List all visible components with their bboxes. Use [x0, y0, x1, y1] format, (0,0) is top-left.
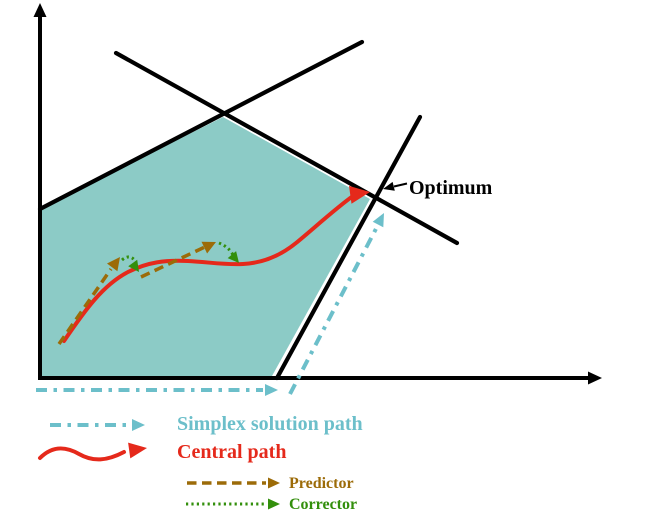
corrector-step-2 — [218, 241, 235, 256]
legend-corrector-label: Corrector — [289, 496, 357, 513]
simplex-path-arrowhead-1 — [265, 384, 278, 396]
simplex-path-diagonal — [288, 222, 381, 395]
x-axis-arrowhead — [588, 371, 602, 385]
constraint-line-upper-left — [37, 39, 365, 212]
legend-central-arrowhead — [128, 442, 147, 459]
legend: Simplex solution path Central path Predi… — [38, 413, 363, 513]
central-path-curve — [62, 194, 355, 343]
optimum-pointer-arrowhead — [383, 181, 395, 191]
y-axis-arrowhead — [33, 3, 47, 17]
legend-simplex-label: Simplex solution path — [177, 413, 363, 435]
optimum-pointer-line — [393, 182, 408, 188]
predictor-step-1-arrowhead — [107, 257, 120, 272]
constraint-line-right-steep — [274, 114, 423, 381]
corrector-step-2-arrowhead — [227, 251, 239, 263]
constraint-line-upper-right — [113, 50, 460, 246]
simplex-path-arrowhead-2 — [372, 213, 384, 228]
central-path-arrowhead — [349, 185, 370, 204]
corrector-step-1 — [121, 255, 138, 263]
corrector-step-1-arrowhead — [128, 259, 139, 272]
legend-predictor-label: Predictor — [289, 475, 354, 492]
predictor-step-1 — [57, 268, 113, 345]
optimum-label: Optimum — [409, 177, 493, 199]
legend-corrector-arrowhead — [268, 498, 280, 510]
legend-central-sample — [38, 446, 126, 462]
predictor-step-2-arrowhead — [201, 241, 216, 254]
legend-simplex-arrowhead — [132, 419, 145, 431]
legend-predictor-arrowhead — [268, 477, 280, 489]
legend-central-label: Central path — [177, 441, 286, 463]
predictor-step-2 — [140, 244, 208, 279]
